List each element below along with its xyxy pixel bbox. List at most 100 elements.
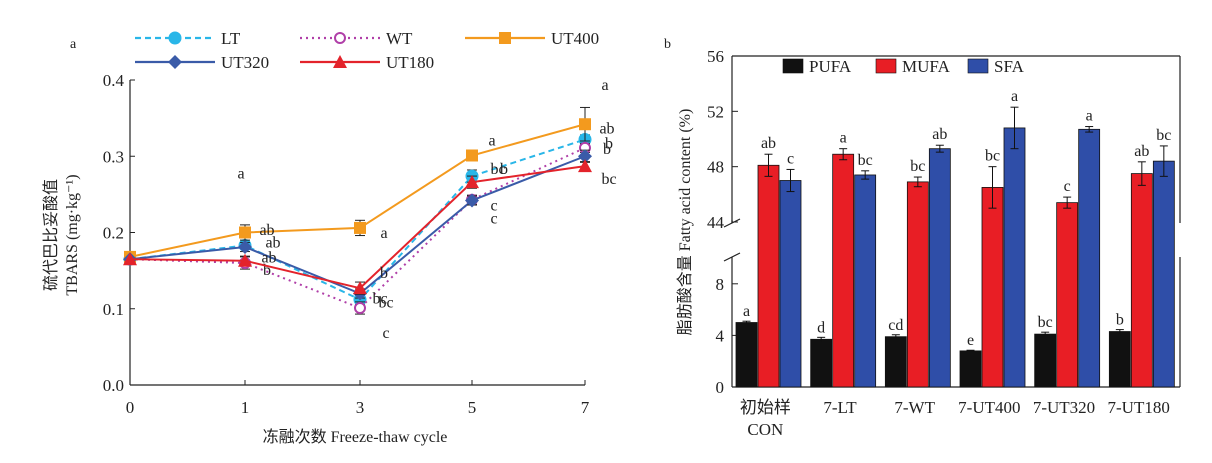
bar-MUFA [1056,202,1079,388]
data-point-UT180 [353,281,367,295]
significance-label-SFA: a [1086,108,1093,125]
bar-SFA [779,180,802,388]
series-line-LT [129,138,586,301]
significance-label-UT400: a [380,225,387,242]
significance-label-PUFA: d [817,319,825,336]
x-category-label: 7-UT400 [958,398,1020,417]
panel-a-y-tick-label: 0.3 [103,147,124,166]
data-point-UT320 [238,239,252,254]
panel-b-label: b [664,37,671,52]
data-point-UT400 [466,149,478,162]
significance-label-MUFA: c [1064,178,1071,195]
panel-a-axes: 0.0 0.1 0.2 0.3 0.4 0 1 3 5 7 [103,71,590,417]
significance-label-WT: b [603,141,611,158]
panel-a-y-tick-label: 0.0 [103,376,124,395]
panel-b-y-tick-label: 48 [707,158,724,177]
panel-a-x-tick-label: 3 [356,398,365,417]
bar-MUFA [1130,173,1153,388]
significance-label-UT180: ab [261,250,276,267]
panel-a-legend: LT WT UT400 UT320 UT180 [135,29,599,72]
significance-label-SFA: c [787,150,794,167]
bar-MUFA [832,153,855,388]
axis-break-band [728,223,1184,257]
panel-b-y-tick-label: 52 [707,102,724,121]
bar-PUFA [1108,331,1131,388]
legend-marker-UT180 [333,55,347,68]
data-point-UT400 [354,221,366,234]
panel-a-line-chart: a LT WT UT400 UT320 UT180 0.0 0.1 0.2 0.3 0.4 0 1 3… [42,29,617,446]
x-category-label: 7-WT [894,398,935,417]
x-category-label: CON [747,420,783,439]
significance-label-LT: ab [599,120,614,137]
legend-swatch-SFA [967,58,989,74]
significance-label-MUFA: ab [761,135,776,152]
significance-label-UT400: a [488,132,495,149]
bar-PUFA [959,350,982,388]
significance-label-UT320: ab [259,222,274,239]
legend-marker-UT400 [499,32,511,44]
panel-a-y-tick-label: 0.4 [103,71,125,90]
data-point-UT320 [578,149,592,164]
bar-SFA [854,174,877,388]
legend-label-PUFA: PUFA [809,57,852,76]
significance-label-LT: b [500,161,508,178]
legend-label-UT180: UT180 [386,53,434,72]
x-category-label: 初始样 [740,398,791,417]
significance-label-PUFA: b [1116,312,1124,329]
panel-a-x-tick-label: 1 [241,398,250,417]
panel-a-label: a [70,37,77,52]
significance-label-UT180: bc [490,161,505,178]
bar-PUFA [1034,333,1057,388]
legend-label-WT: WT [386,29,413,48]
bar-MUFA [757,164,780,388]
significance-label-UT320: b [605,135,613,152]
legend-swatch-PUFA [782,58,804,74]
panel-b-y-tick-label: 8 [716,275,725,294]
bar-MUFA [981,187,1004,388]
significance-label-PUFA: bc [1038,314,1053,331]
panel-a-x-tick-label: 5 [468,398,477,417]
significance-label-WT: c [490,211,497,228]
legend-label-SFA: SFA [994,57,1025,76]
panel-b-bars: aabc初始样CONdabc7-LTcdbcab7-WTebca7-UT400b… [735,88,1175,439]
significance-label-MUFA: bc [985,148,1000,165]
data-point-UT320 [465,193,479,208]
bar-SFA [1152,160,1175,388]
bar-PUFA [735,322,758,388]
significance-label-UT320: c [490,197,497,214]
panel-b-y-tick-label: 56 [707,47,724,66]
panel-b-y-tick-label: 0 [716,378,725,397]
legend-label-UT320: UT320 [221,53,269,72]
significance-label-LT: bc [378,295,393,312]
panel-a-x-axis-label: 冻融次数 Freeze-thaw cycle [263,428,448,446]
data-point-UT180 [123,252,137,266]
panel-b-legend: PUFA MUFA SFA [782,57,1025,76]
panel-a-y-axis-label-cn: 硫代巴比妥酸值 [42,179,60,291]
legend-marker-LT [168,31,182,45]
significance-label-UT180: bc [601,171,616,188]
significance-label-UT400: a [237,166,244,183]
legend-marker-WT [334,32,346,44]
bar-SFA [1003,127,1026,388]
significance-label-SFA: bc [858,152,873,169]
legend-label-UT400: UT400 [551,29,599,48]
significance-label-LT: ab [265,234,280,251]
panel-a-y-tick-label: 0.1 [103,300,124,319]
panel-b-y-axis-label: 脂肪酸含量 Fatty acid content (%) [676,109,694,336]
significance-label-UT180: b [380,265,388,282]
significance-label-PUFA: e [967,332,974,349]
significance-label-PUFA: a [743,303,750,320]
significance-label-WT: b [263,262,271,279]
panel-b-y-tick-label: 44 [707,213,725,232]
axis-break-mark [723,252,741,262]
series-line-UT400 [129,123,586,258]
significance-label-SFA: a [1011,88,1018,105]
significance-label-PUFA: cd [888,317,903,334]
panel-a-x-tick-label: 7 [581,398,590,417]
x-category-label: 7-UT320 [1033,398,1095,417]
bar-SFA [1078,128,1101,388]
